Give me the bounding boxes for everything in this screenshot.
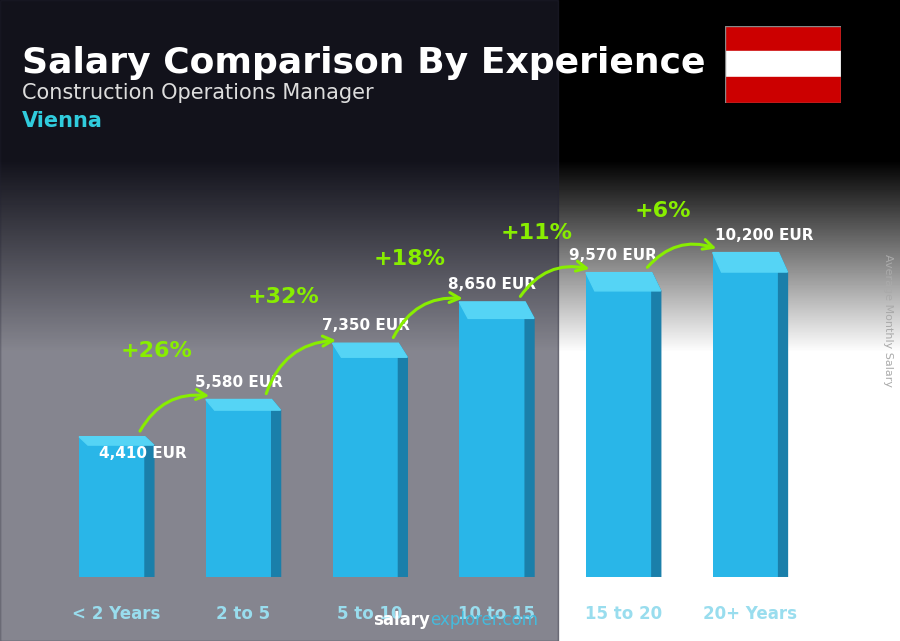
Text: 2 to 5: 2 to 5 bbox=[216, 604, 270, 622]
Bar bbox=[0, 0, 558, 641]
Text: +11%: +11% bbox=[500, 223, 572, 243]
Text: 4,410 EUR: 4,410 EUR bbox=[99, 445, 187, 460]
FancyBboxPatch shape bbox=[206, 399, 272, 577]
Text: Average Monthly Salary: Average Monthly Salary bbox=[883, 254, 893, 388]
Polygon shape bbox=[79, 437, 154, 445]
Text: 20+ Years: 20+ Years bbox=[703, 604, 797, 622]
Text: Vienna: Vienna bbox=[22, 111, 103, 131]
Polygon shape bbox=[206, 399, 281, 410]
Polygon shape bbox=[459, 302, 534, 319]
Text: Construction Operations Manager: Construction Operations Manager bbox=[22, 83, 374, 103]
Polygon shape bbox=[586, 272, 661, 291]
FancyBboxPatch shape bbox=[586, 272, 652, 577]
Polygon shape bbox=[145, 437, 154, 577]
Polygon shape bbox=[272, 399, 281, 577]
Polygon shape bbox=[713, 253, 788, 272]
FancyBboxPatch shape bbox=[713, 253, 778, 577]
Text: 9,570 EUR: 9,570 EUR bbox=[569, 247, 656, 263]
Text: +26%: +26% bbox=[121, 341, 193, 361]
Polygon shape bbox=[525, 302, 534, 577]
FancyBboxPatch shape bbox=[332, 343, 399, 577]
FancyBboxPatch shape bbox=[459, 302, 525, 577]
Bar bbox=[725, 51, 841, 77]
Text: 8,650 EUR: 8,650 EUR bbox=[448, 277, 536, 292]
Polygon shape bbox=[652, 272, 661, 577]
Text: 10 to 15: 10 to 15 bbox=[458, 604, 536, 622]
Text: 15 to 20: 15 to 20 bbox=[585, 604, 662, 622]
Text: +18%: +18% bbox=[374, 249, 446, 269]
Text: 5,580 EUR: 5,580 EUR bbox=[194, 374, 283, 390]
Text: explorer.com: explorer.com bbox=[430, 611, 538, 629]
Text: +6%: +6% bbox=[635, 201, 691, 221]
Text: 10,200 EUR: 10,200 EUR bbox=[716, 228, 814, 243]
Text: < 2 Years: < 2 Years bbox=[72, 604, 161, 622]
Text: 7,350 EUR: 7,350 EUR bbox=[321, 319, 410, 333]
Text: salary: salary bbox=[374, 611, 430, 629]
Bar bbox=[725, 77, 841, 103]
Polygon shape bbox=[332, 343, 408, 357]
FancyBboxPatch shape bbox=[79, 437, 145, 577]
Polygon shape bbox=[399, 343, 408, 577]
Text: 5 to 10: 5 to 10 bbox=[338, 604, 402, 622]
Text: Salary Comparison By Experience: Salary Comparison By Experience bbox=[22, 46, 706, 80]
Bar bbox=[725, 26, 841, 51]
Text: +32%: +32% bbox=[248, 287, 319, 306]
Polygon shape bbox=[778, 253, 788, 577]
